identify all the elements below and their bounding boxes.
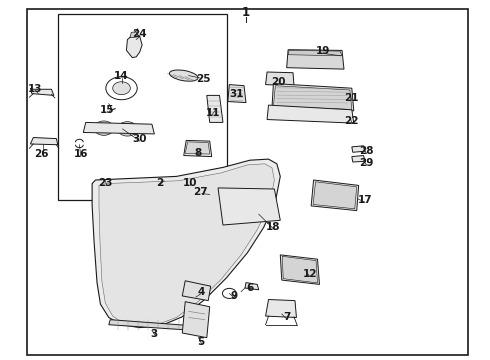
Text: 10: 10: [183, 178, 197, 188]
Polygon shape: [130, 32, 139, 38]
Polygon shape: [151, 178, 175, 187]
Text: 11: 11: [206, 108, 220, 118]
Circle shape: [106, 77, 137, 100]
Text: 9: 9: [230, 291, 237, 301]
Text: 1: 1: [242, 6, 250, 19]
Text: 25: 25: [196, 74, 211, 84]
Text: 14: 14: [114, 71, 129, 81]
Polygon shape: [267, 105, 354, 123]
Polygon shape: [282, 256, 318, 283]
Text: 24: 24: [132, 29, 147, 39]
Polygon shape: [83, 122, 154, 134]
Polygon shape: [109, 320, 195, 330]
Polygon shape: [287, 50, 344, 69]
Bar: [58, 14, 227, 200]
Circle shape: [270, 76, 279, 84]
Text: 18: 18: [266, 222, 281, 232]
Text: 23: 23: [98, 178, 113, 188]
Circle shape: [186, 176, 194, 182]
Polygon shape: [272, 84, 354, 111]
Polygon shape: [30, 88, 54, 95]
Polygon shape: [184, 140, 212, 157]
Circle shape: [113, 82, 130, 95]
Polygon shape: [280, 255, 319, 284]
Polygon shape: [273, 86, 352, 109]
Circle shape: [118, 122, 137, 136]
Polygon shape: [266, 300, 296, 318]
Text: 26: 26: [34, 149, 49, 159]
Text: 17: 17: [358, 195, 372, 205]
Polygon shape: [185, 142, 210, 154]
Text: 6: 6: [246, 283, 253, 293]
Text: 30: 30: [132, 134, 147, 144]
Text: 12: 12: [302, 269, 317, 279]
Text: 5: 5: [197, 337, 204, 347]
Text: 3: 3: [151, 329, 158, 339]
Text: 22: 22: [344, 116, 359, 126]
Text: 7: 7: [283, 312, 291, 322]
Polygon shape: [228, 85, 246, 103]
Circle shape: [94, 121, 114, 135]
Text: 29: 29: [359, 158, 374, 168]
Text: 4: 4: [197, 287, 205, 297]
Polygon shape: [182, 281, 211, 301]
Text: 28: 28: [359, 146, 374, 156]
Text: 2: 2: [156, 178, 163, 188]
Polygon shape: [313, 182, 357, 209]
Polygon shape: [30, 138, 58, 145]
Polygon shape: [311, 180, 359, 211]
Polygon shape: [92, 159, 280, 328]
Polygon shape: [218, 188, 280, 225]
Bar: [27, 9, 468, 355]
Polygon shape: [207, 95, 223, 122]
Polygon shape: [182, 302, 210, 338]
Text: 19: 19: [316, 46, 331, 56]
Text: 16: 16: [74, 149, 88, 159]
Text: 13: 13: [28, 84, 43, 94]
Polygon shape: [99, 164, 274, 326]
Text: 20: 20: [271, 77, 286, 87]
Polygon shape: [288, 50, 342, 56]
Polygon shape: [266, 72, 294, 86]
Polygon shape: [352, 156, 365, 162]
Text: 31: 31: [229, 89, 244, 99]
Text: 8: 8: [195, 148, 202, 158]
Text: 15: 15: [99, 105, 114, 115]
Polygon shape: [352, 146, 365, 152]
Polygon shape: [245, 283, 259, 290]
Circle shape: [222, 288, 236, 298]
Ellipse shape: [170, 70, 198, 81]
Polygon shape: [126, 33, 142, 58]
Text: 27: 27: [194, 186, 208, 197]
Text: 21: 21: [344, 93, 359, 103]
